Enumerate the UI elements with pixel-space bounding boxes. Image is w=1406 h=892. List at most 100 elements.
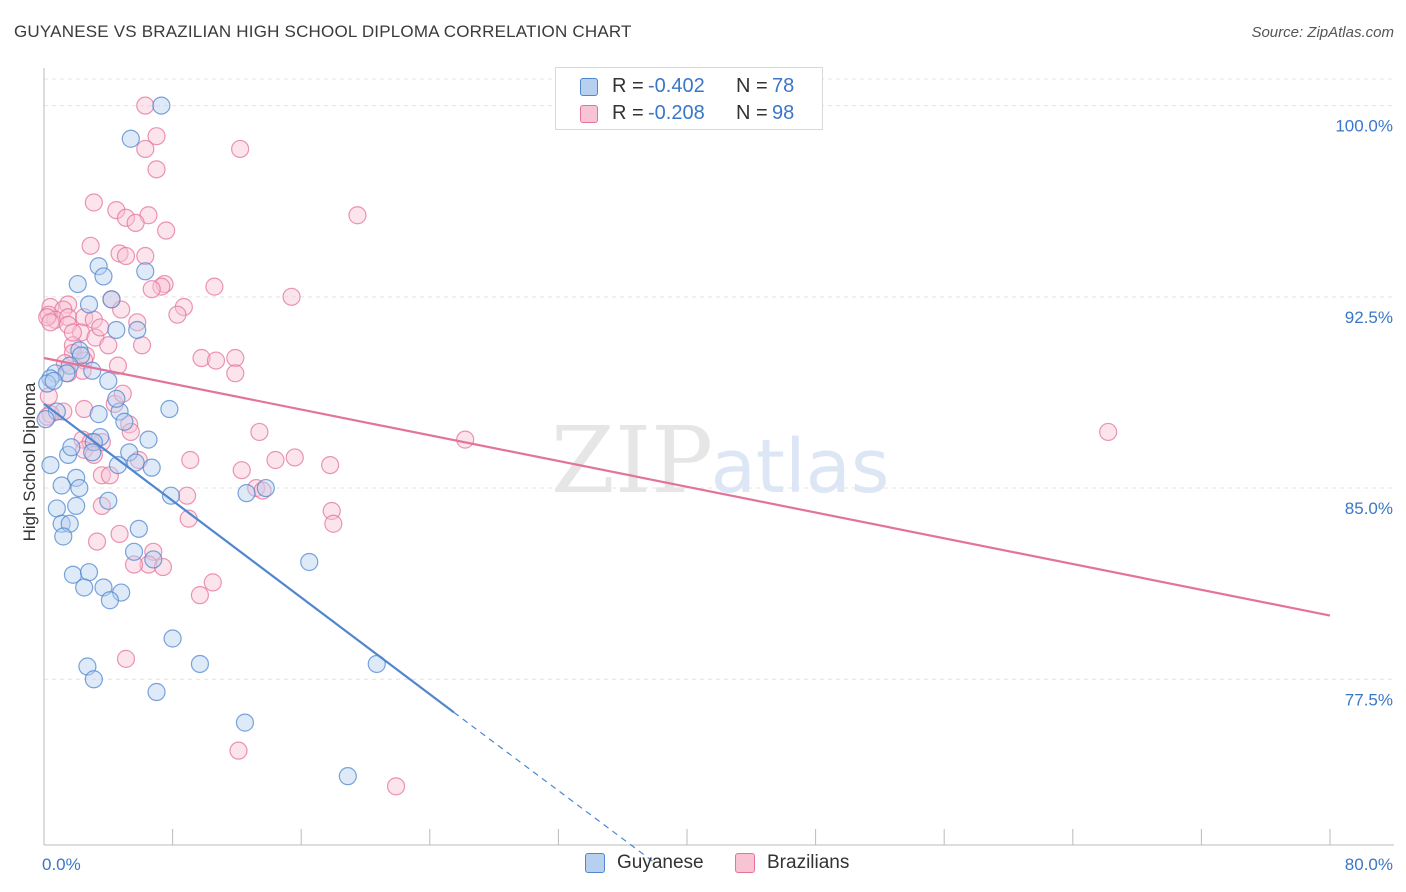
brazilians-swatch <box>735 853 755 873</box>
guyanese-swatch <box>580 78 598 96</box>
brazilians-point <box>153 557 173 577</box>
brazilians-point <box>192 348 211 368</box>
guyanese-point <box>163 629 182 648</box>
guyanese-swatch <box>585 853 605 873</box>
brazilians-label: Brazilians <box>767 852 850 873</box>
tick-labels: 77.5% 85.0% 92.5% 100.0% 0.0% 80.0% <box>42 117 1393 874</box>
guyanese-point <box>144 550 163 569</box>
guyanese-point <box>142 458 161 477</box>
guyanese-point <box>121 129 140 148</box>
y-tick-label: 77.5% <box>1345 690 1393 709</box>
n-value: 98 <box>772 102 795 124</box>
brazilians-point <box>136 96 155 115</box>
guyanese-point <box>94 267 113 286</box>
correlation-legend: R = -0.402 N = 78 R = -0.208 N = 98 <box>555 67 823 130</box>
brazilians-trend-line <box>43 356 1331 617</box>
guyanese-point <box>36 410 55 429</box>
brazilians-point <box>324 514 343 533</box>
guyanese-point <box>139 430 158 449</box>
chart-title: GUYANESE VS BRAZILIAN HIGH SCHOOL DIPLOM… <box>14 22 632 41</box>
brazilians-point <box>282 287 301 306</box>
guyanese-point <box>147 682 166 702</box>
brazilians-point <box>108 356 128 375</box>
brazilians-point <box>190 586 210 605</box>
guyanese-point <box>99 371 118 391</box>
guyanese-point <box>99 491 118 510</box>
guyanese-point <box>100 591 120 610</box>
brazilians-point <box>229 741 248 760</box>
r-value: -0.208 <box>648 102 705 124</box>
brazilians-point <box>321 455 340 475</box>
guyanese-point <box>71 346 91 365</box>
guyanese-point <box>83 443 102 462</box>
source-label: Source: ZipAtlas.com <box>1251 24 1394 41</box>
brazilians-swatch <box>580 105 598 123</box>
guyanese-label: Guyanese <box>617 852 704 873</box>
guyanese-point <box>41 369 60 388</box>
r-label: R = <box>612 75 644 97</box>
brazilians-point <box>142 280 161 299</box>
guyanese-point <box>161 486 181 505</box>
brazilians-point <box>38 308 57 327</box>
brazilians-point <box>226 364 245 383</box>
y-tick-label: 85.0% <box>1345 499 1393 518</box>
guyanese-point <box>129 519 148 538</box>
brazilians-point <box>147 160 166 179</box>
guyanese-point <box>89 257 108 276</box>
watermark: ZIP atlas <box>551 407 890 514</box>
guyanese-point <box>124 542 144 561</box>
brazilians-point <box>110 524 129 544</box>
brazilians-point <box>1099 422 1118 442</box>
brazilians-point <box>136 246 155 266</box>
r-value: -0.402 <box>648 75 705 97</box>
data-points <box>36 96 1118 796</box>
brazilians-point <box>285 448 304 467</box>
guyanese-point <box>84 670 103 689</box>
guyanese-point <box>70 478 89 498</box>
brazilians-point <box>59 295 78 314</box>
legend-row-brazilians: R = -0.208 N = 98 <box>556 102 822 126</box>
r-label: R = <box>612 102 644 124</box>
brazilians-point <box>203 573 222 592</box>
brazilians-point <box>250 422 269 442</box>
watermark-zip: ZIP <box>551 407 713 514</box>
guyanese-point <box>89 405 108 424</box>
brazilians-point <box>157 221 176 240</box>
brazilians-point <box>206 351 226 370</box>
brazilians-point <box>116 649 136 668</box>
guyanese-point <box>190 654 210 674</box>
brazilians-point <box>41 313 60 332</box>
guyanese-point <box>126 453 145 472</box>
brazilians-point <box>147 127 166 146</box>
guyanese-point <box>107 389 126 408</box>
brazilians-point <box>226 348 245 368</box>
guyanese-point <box>62 438 81 457</box>
brazilians-point <box>232 461 251 480</box>
x-tick-label: 0.0% <box>42 855 81 874</box>
brazilians-point <box>205 277 224 296</box>
brazilians-point <box>132 336 152 355</box>
guyanese-point <box>67 468 86 487</box>
brazilians-point <box>177 486 197 505</box>
n-value: 78 <box>772 75 795 97</box>
axes <box>43 68 1394 846</box>
guyanese-point <box>83 361 102 380</box>
x-tick-label: 80.0% <box>1345 855 1393 874</box>
brazilians-point <box>386 777 406 796</box>
guyanese-point <box>79 295 99 314</box>
guyanese-trend-line <box>43 403 455 714</box>
guyanese-point <box>136 262 155 281</box>
y-tick-label: 92.5% <box>1345 308 1393 327</box>
brazilians-point <box>456 430 475 449</box>
legend-row-guyanese: R = -0.402 N = 78 <box>556 75 822 99</box>
guyanese-point <box>128 320 147 340</box>
brazilians-point <box>120 415 139 434</box>
guyanese-point <box>79 563 99 582</box>
guyanese-point <box>256 478 275 498</box>
brazilians-point <box>91 318 110 337</box>
guyanese-point <box>75 578 94 597</box>
guyanese-point <box>338 767 357 786</box>
brazilians-point <box>121 422 140 442</box>
guyanese-point <box>152 96 171 115</box>
brazilians-point <box>181 450 200 470</box>
